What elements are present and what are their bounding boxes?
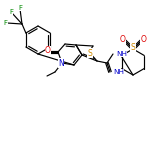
Text: S: S	[131, 43, 135, 52]
Text: O: O	[45, 46, 51, 55]
Text: S: S	[88, 48, 92, 57]
Text: O: O	[120, 36, 125, 45]
Text: F: F	[18, 5, 22, 10]
Text: O: O	[141, 36, 146, 45]
Text: F: F	[3, 20, 7, 26]
Text: NH: NH	[113, 69, 124, 75]
Text: NH: NH	[116, 51, 127, 57]
Text: F: F	[9, 9, 13, 14]
Text: N: N	[58, 59, 64, 67]
